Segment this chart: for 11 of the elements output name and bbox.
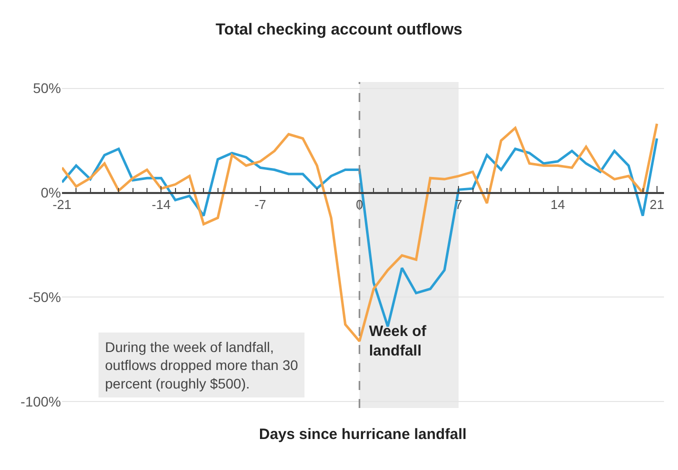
y-tick-label: -100% — [20, 394, 61, 410]
annotation: During the week of landfall, outflows dropped more than 30 percent (roughly $500). — [105, 339, 298, 392]
x-tick-label: 21 — [650, 197, 664, 212]
x-axis-title: Days since hurricane landfall — [259, 426, 467, 443]
x-tick-label: 14 — [550, 197, 565, 212]
x-tick-label: -7 — [254, 197, 266, 212]
chart-title: Total checking account outflows — [216, 22, 463, 39]
y-tick-label: -50% — [28, 289, 61, 306]
band-label: Week of landfall — [369, 323, 428, 360]
x-tick-label: -14 — [152, 197, 171, 212]
y-tick-label: 50% — [32, 80, 61, 96]
